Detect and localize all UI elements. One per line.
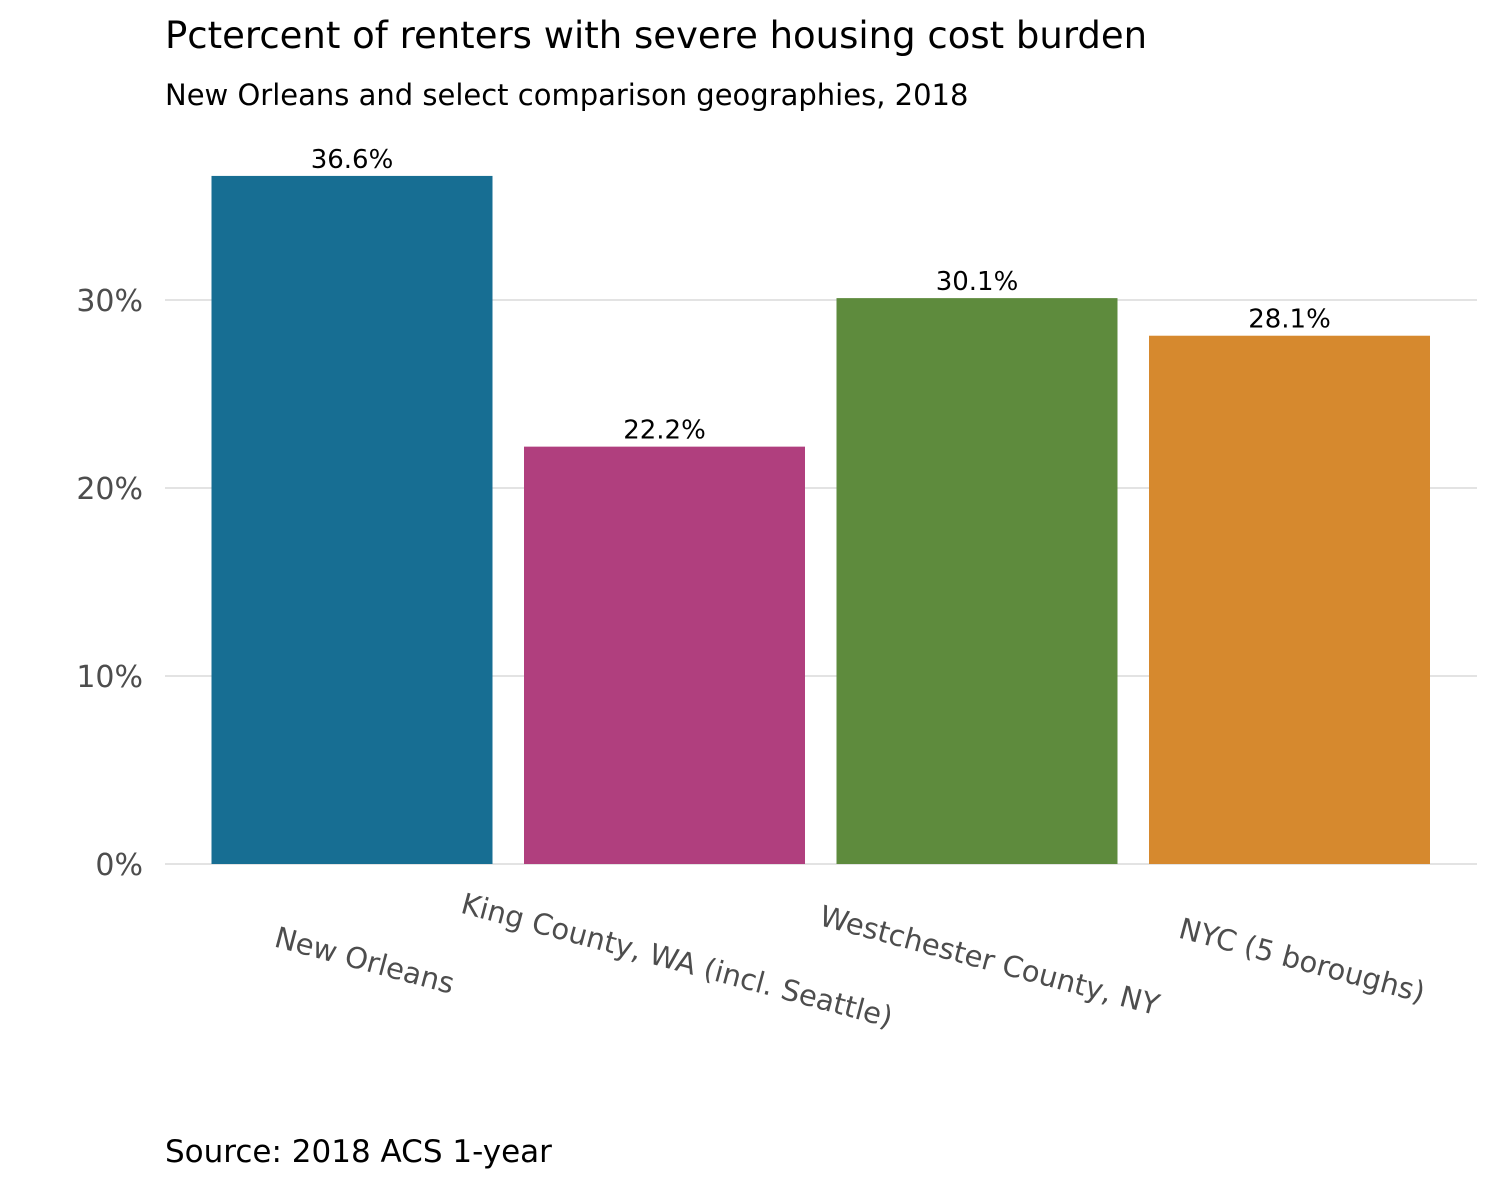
chart-caption: Source: 2018 ACS 1-year — [165, 1134, 552, 1170]
bar — [211, 175, 493, 865]
bar — [1149, 335, 1430, 865]
chart-title: Pctercent of renters with severe housing… — [165, 14, 1148, 57]
bar — [524, 446, 805, 864]
y-tick-label: 20% — [76, 472, 143, 507]
data-label: 30.1% — [936, 267, 1019, 297]
chart-subtitle: New Orleans and select comparison geogra… — [165, 78, 969, 112]
x-tick-label: NYC (5 boroughs) — [1175, 911, 1428, 1009]
y-tick-label: 10% — [76, 660, 143, 695]
x-tick-label: New Orleans — [271, 920, 458, 1001]
data-label: 36.6% — [311, 145, 394, 175]
data-label: 28.1% — [1248, 305, 1331, 335]
y-tick-label: 30% — [76, 284, 143, 319]
y-tick-label: 0% — [95, 848, 143, 883]
data-label: 22.2% — [623, 416, 706, 446]
bar — [836, 298, 1118, 864]
